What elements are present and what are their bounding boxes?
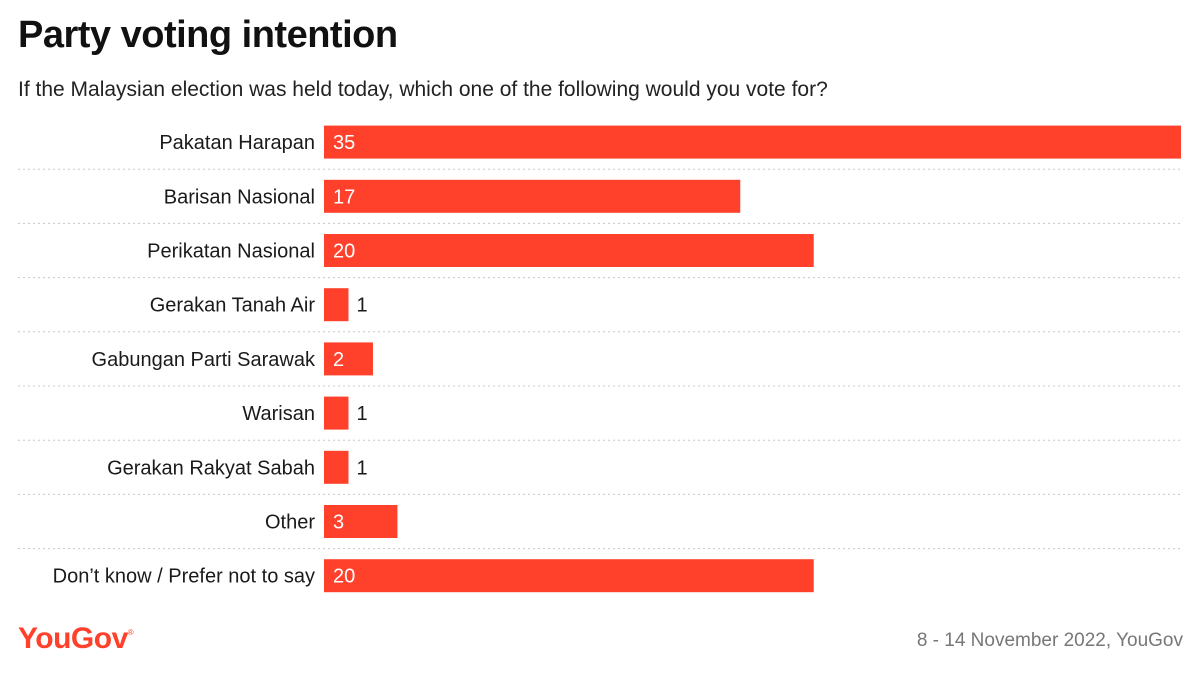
value-label: 1 — [356, 403, 367, 425]
category-label: Don’t know / Prefer not to say — [53, 566, 315, 588]
category-label: Perikatan Nasional — [147, 241, 315, 263]
chart-title: Party voting intention — [18, 14, 398, 56]
category-label: Warisan — [242, 403, 315, 425]
chart-subtitle: If the Malaysian election was held today… — [18, 78, 828, 101]
value-label: 2 — [333, 349, 344, 371]
value-label: 3 — [333, 512, 344, 534]
registered-mark: ® — [127, 628, 134, 637]
category-label: Other — [265, 512, 315, 534]
value-label: 1 — [356, 295, 367, 317]
value-label: 1 — [356, 457, 367, 479]
category-label: Gabungan Parti Sarawak — [92, 349, 316, 371]
category-label: Barisan Nasional — [164, 186, 315, 208]
bar — [324, 234, 814, 267]
value-label: 17 — [333, 186, 355, 208]
bar — [324, 342, 373, 376]
value-label: 35 — [333, 132, 355, 154]
yougov-logo: YouGov® — [18, 622, 134, 656]
bar — [324, 396, 349, 430]
value-label: 20 — [333, 241, 355, 263]
bar — [324, 505, 398, 538]
bar — [324, 179, 741, 213]
bar — [324, 125, 1181, 159]
category-label: Pakatan Harapan — [159, 132, 315, 154]
bar — [324, 450, 349, 484]
category-label: Gerakan Rakyat Sabah — [107, 457, 315, 479]
value-label: 20 — [333, 566, 355, 588]
source-note: 8 - 14 November 2022, YouGov — [916, 630, 1183, 651]
logo-text: YouGov — [18, 622, 128, 655]
bar — [324, 288, 349, 322]
category-label: Gerakan Tanah Air — [150, 295, 316, 317]
bar — [324, 559, 814, 593]
